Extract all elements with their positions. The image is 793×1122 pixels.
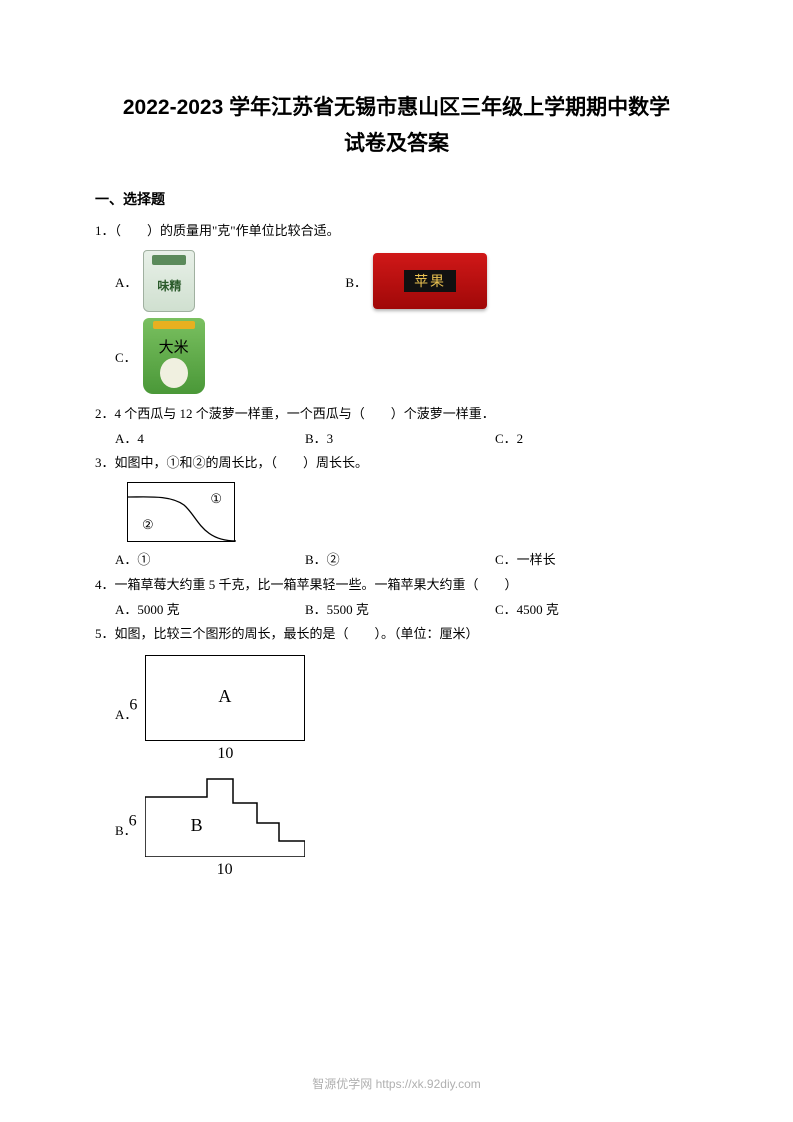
q1-opt-a-label: A．: [115, 272, 137, 291]
q3-label-1: ①: [210, 491, 222, 507]
q5-fig-a-block: A． 6 A 10: [115, 655, 698, 763]
msg-label: 味精: [157, 277, 181, 294]
q1-opt-b-label: B．: [345, 272, 367, 291]
msg-packet-image: 味精: [143, 250, 195, 312]
q5-b-side: 6: [129, 812, 137, 830]
q4-opt-b: B．5500 克: [305, 598, 495, 623]
q2-stem: 2．4 个西瓜与 12 个菠萝一样重，一个西瓜与（ ）个菠萝一样重．: [95, 402, 698, 427]
rice-bag-image: 大米: [143, 318, 205, 394]
q3-stem: 3．如图中，①和②的周长比，（ ）周长长。: [95, 451, 698, 476]
q1-stem: 1．（ ）的质量用"克"作单位比较合适。: [95, 219, 698, 244]
q4-opt-a: A．5000 克: [115, 598, 305, 623]
q2-opt-c: C．2: [495, 427, 698, 452]
q5-a-letter: A: [218, 686, 231, 707]
title-line-1: 2022-2023 学年江苏省无锡市惠山区三年级上学期期中数学: [95, 90, 698, 126]
q5-b-letter: B: [191, 815, 203, 836]
rect-a-icon: A: [145, 655, 305, 741]
q5-b-bottom: 10: [145, 861, 305, 879]
q1-opt-c-label: C．: [115, 347, 137, 366]
q3-label-2: ②: [142, 517, 154, 533]
q3-opt-a: A．①: [115, 548, 305, 573]
q5-stem: 5．如图，比较三个图形的周长，最长的是（ ）。（单位：厘米）: [95, 622, 698, 647]
q4-stem: 4．一箱草莓大约重 5 千克，比一箱苹果轻一些。一箱苹果大约重（ ）: [95, 573, 698, 598]
title-line-2: 试卷及答案: [95, 126, 698, 162]
apple-box-image: 苹果: [373, 253, 487, 309]
q1-row-c: C． 大米: [115, 318, 698, 394]
q2-opt-b: B．3: [305, 427, 495, 452]
q3-opt-c: C．一样长: [495, 548, 698, 573]
q2-options: A．4 B．3 C．2: [115, 427, 698, 452]
q5-a-side: 6: [129, 696, 137, 714]
q3-options: A．① B．② C．一样长: [115, 548, 698, 573]
stair-b-icon: B: [145, 771, 305, 857]
q5-a-bottom: 10: [145, 745, 305, 763]
q3-figure: ① ②: [127, 482, 235, 542]
q2-opt-a: A．4: [115, 427, 305, 452]
section-header-1: 一、选择题: [95, 189, 698, 209]
q3-opt-b: B．②: [305, 548, 495, 573]
q4-opt-c: C．4500 克: [495, 598, 698, 623]
footer-text: 智源优学网 https://xk.92diy.com: [0, 1075, 793, 1092]
q5-figure-b: 6 B 10: [145, 771, 305, 879]
q5-figure-a: 6 A 10: [145, 655, 305, 763]
q1-row-ab: A． 味精 B． 苹果: [115, 250, 698, 312]
rice-label: 大米: [159, 336, 189, 357]
q4-options: A．5000 克 B．5500 克 C．4500 克: [115, 598, 698, 623]
q5-fig-b-block: B． 6 B 10: [115, 771, 698, 879]
apple-label: 苹果: [404, 270, 456, 292]
